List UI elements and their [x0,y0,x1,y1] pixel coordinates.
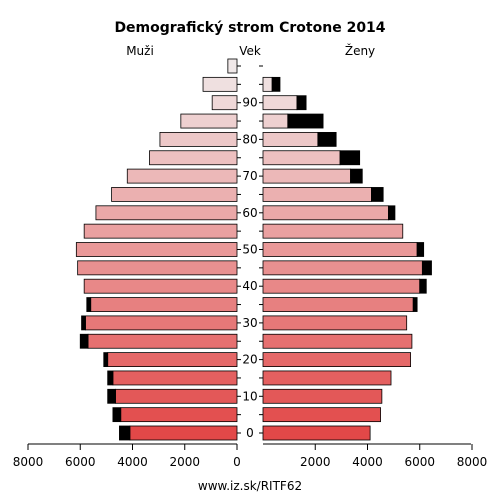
male-excess-30-34 [81,315,86,331]
axes-group: 0 10 20 30 40 50 60 70 80 90 8000 6000 4000 2000 0 2000… [13,65,488,469]
female-bar-25-29 [262,333,413,349]
female-excess-45-49 [421,260,432,276]
male-bar-65-69 [111,187,238,202]
age-tick-label: 0 [246,426,254,440]
female-bar-70-74 [262,168,351,184]
male-bar-40-44 [83,278,238,294]
male-bar-5-9 [120,407,238,423]
x-tick-label: 8000 [13,455,44,469]
x-tick-label: 2000 [300,455,331,469]
female-excess-40-44 [419,278,427,294]
female-bar-10-14 [262,388,383,404]
female-excess-90-94 [296,95,307,111]
female-bar-65-69 [262,187,372,202]
male-bar-95-99 [202,76,238,92]
x-tick-label: 6000 [404,455,435,469]
male-excess-5-9 [112,407,122,423]
age-tick-label: 70 [242,169,257,183]
female-bar-55-59 [262,223,404,239]
x-tick-label: 4000 [352,455,383,469]
female-bar-80-84 [262,131,319,147]
x-tick-label: 2000 [169,455,200,469]
female-excess-75-79 [339,150,361,166]
female-excess-95-99 [271,76,281,92]
male-excess-0-4 [119,425,131,441]
female-bar-95-99 [262,76,273,92]
male-bar-0-4 [129,425,238,441]
male-bar-100+ [227,58,238,74]
female-excess-60-64 [387,205,396,221]
male-bar-15-19 [112,370,238,386]
age-axis-label: Vek [239,44,261,58]
age-tick-label: 80 [242,132,257,146]
female-bar-75-79 [262,150,341,166]
male-label: Muži [126,44,154,58]
female-excess-85-89 [287,113,324,129]
x-tick-label: 6000 [65,455,96,469]
male-bar-75-79 [149,150,238,166]
female-excess-70-74 [350,168,363,184]
male-bar-50-54 [75,242,238,257]
male-excess-20-24 [103,352,109,368]
female-bar-90-94 [262,95,298,111]
female-bar-15-19 [262,370,392,386]
female-bar-60-64 [262,205,389,221]
male-bar-10-14 [115,388,238,404]
male-bar-70-74 [126,168,238,184]
age-tick-label: 60 [242,206,257,220]
female-bar-45-49 [262,260,423,276]
male-excess-25-29 [79,333,89,349]
male-bar-90-94 [211,95,238,111]
female-excess-50-54 [416,242,425,257]
age-tick-label: 30 [242,316,257,330]
male-excess-35-39 [86,297,92,312]
female-bar-85-89 [262,113,289,129]
male-bar-60-64 [95,205,238,221]
male-bar-80-84 [159,131,238,147]
female-bar-35-39 [262,297,414,312]
female-bar-5-9 [262,407,381,423]
female-label: Ženy [345,43,375,58]
male-bar-45-49 [77,260,238,276]
female-bar-40-44 [262,278,421,294]
x-tick-label: 8000 [457,455,488,469]
x-tick-label: 4000 [117,455,148,469]
age-tick-label: 90 [242,96,257,110]
age-tick-label: 50 [242,243,257,257]
x-tick-label: 0 [233,455,241,469]
female-excess-80-84 [317,131,337,147]
female-excess-65-69 [371,187,384,202]
male-excess-10-14 [107,388,116,404]
male-bar-30-34 [85,315,238,331]
male-bar-55-59 [83,223,238,239]
male-excess-15-19 [107,370,114,386]
age-tick-label: 10 [242,389,257,403]
female-excess-35-39 [412,297,418,312]
male-bar-25-29 [87,333,238,349]
chart-title: Demografický strom Crotone 2014 [114,20,385,36]
male-bar-35-39 [90,297,238,312]
footer-url[interactable]: www.iz.sk/RITF62 [198,479,302,493]
male-bar-20-24 [107,352,238,368]
female-bar-50-54 [262,242,418,257]
female-bar-20-24 [262,352,412,368]
female-bar-30-34 [262,315,408,331]
age-tick-label: 40 [242,279,257,293]
age-tick-label: 20 [242,353,257,367]
female-bar-0-4 [262,425,371,441]
male-bar-85-89 [180,113,238,129]
